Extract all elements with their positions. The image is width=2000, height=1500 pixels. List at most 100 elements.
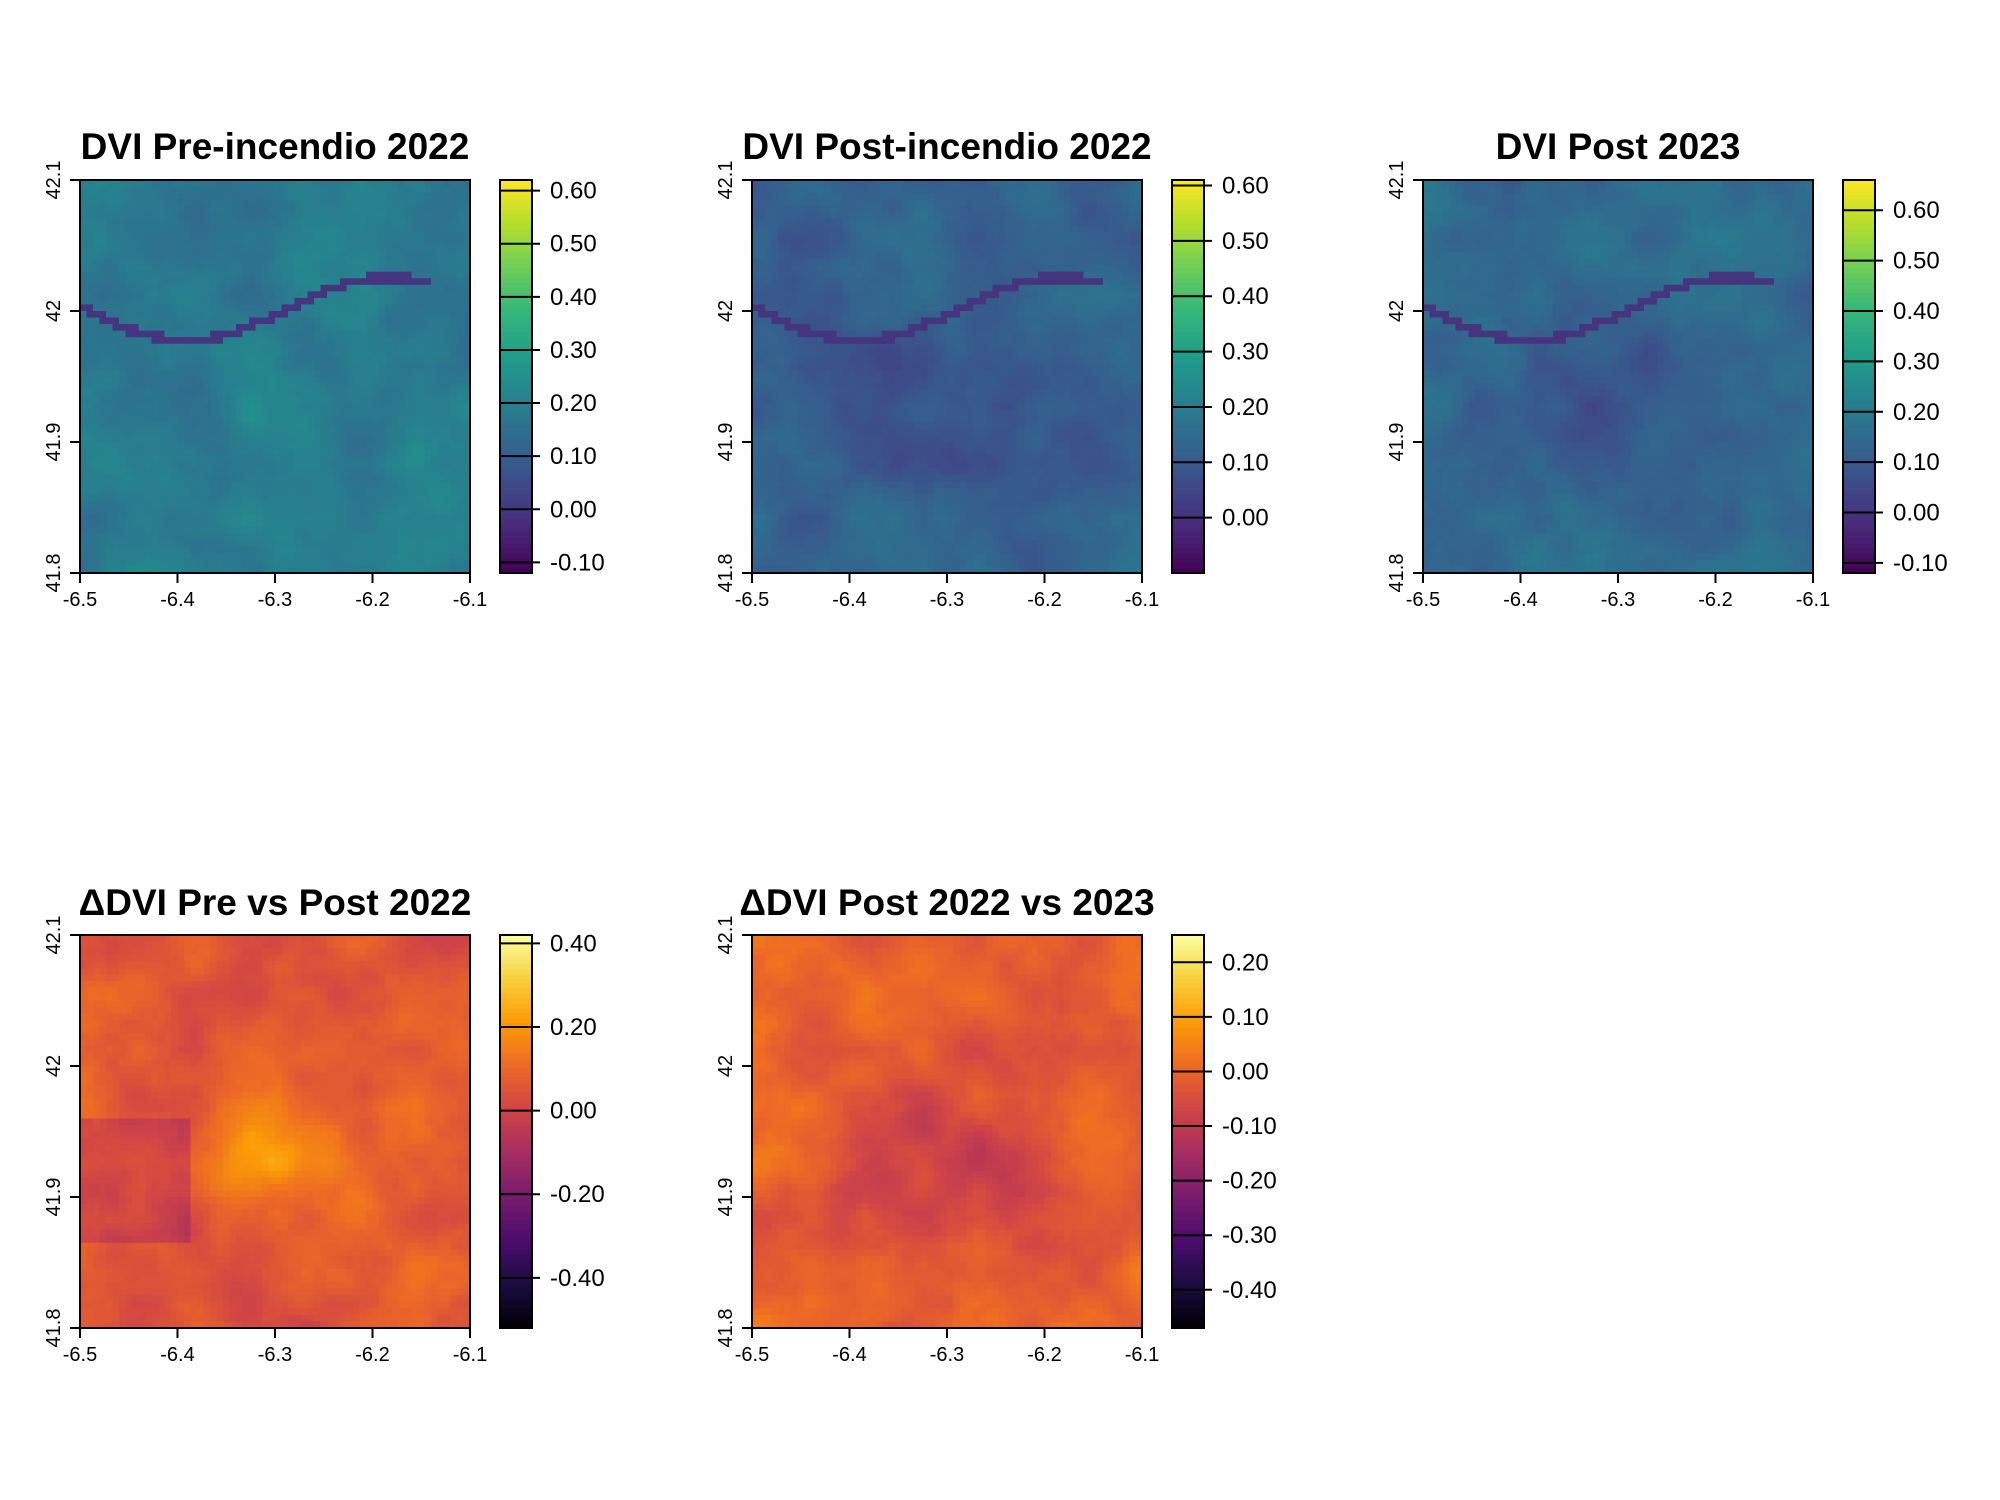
colorbar-tick-label: 0.00	[1893, 500, 1940, 527]
y-tick-label: 42	[1386, 300, 1408, 322]
y-tick-label: 41.9	[43, 423, 65, 462]
y-tick-label: 42	[715, 1055, 737, 1077]
colorbar-tick-label: 0.20	[1222, 394, 1269, 421]
colorbar-tick-label: 0.40	[1893, 298, 1940, 325]
x-tick-label: -6.1	[453, 589, 487, 611]
x-tick-label: -6.3	[930, 589, 964, 611]
panel-title: ΔDVI Post 2022 vs 2023	[739, 882, 1154, 923]
x-tick-label: -6.3	[1601, 589, 1635, 611]
colorbar-tick-label: 0.60	[1222, 173, 1269, 200]
x-tick-label: -6.3	[258, 1344, 292, 1366]
x-tick-label: -6.2	[1027, 589, 1061, 611]
colorbar-tick-label: -0.20	[550, 1181, 605, 1208]
x-tick-label: -6.5	[735, 589, 769, 611]
y-tick-label: 41.8	[715, 1309, 737, 1348]
x-tick-label: -6.4	[1503, 589, 1537, 611]
colorbar-tick-label: 0.30	[1222, 339, 1269, 366]
colorbar-tick-label: 0.00	[1222, 1058, 1269, 1085]
y-tick-label: 42	[715, 300, 737, 322]
raster	[752, 180, 1143, 574]
y-tick-label: 42	[43, 300, 65, 322]
panel-title: DVI Post-incendio 2022	[742, 126, 1151, 167]
y-tick-label: 41.8	[43, 1309, 65, 1348]
raster	[1423, 180, 1814, 574]
colorbar-tick-label: 0.60	[550, 178, 597, 205]
panel-1: DVI Pre-incendio 2022 -6.5 -6.4 -6.3 -6.2 -6.…	[43, 126, 605, 611]
colorbar: 0.40 0.20 0.00 -0.20 -0.40	[500, 930, 605, 1328]
y-tick-label: 41.9	[715, 1178, 737, 1217]
x-tick-label: -6.2	[355, 1344, 389, 1366]
colorbar-tick-label: 0.50	[1222, 228, 1269, 255]
panel-title: ΔDVI Pre vs Post 2022	[79, 882, 472, 923]
y-tick-label: 42.1	[43, 161, 65, 200]
colorbar-tick-label: 0.00	[550, 496, 597, 523]
raster	[80, 180, 471, 574]
colorbar-tick-label: 0.40	[550, 930, 597, 957]
x-tick-label: -6.2	[355, 589, 389, 611]
colorbar: 0.60 0.50 0.40 0.30 0.20 0.10 0.00 -0.10	[1843, 180, 1948, 577]
x-tick-label: -6.3	[258, 589, 292, 611]
x-tick-label: -6.5	[735, 1344, 769, 1366]
x-tick-label: -6.5	[63, 589, 97, 611]
y-tick-label: 42.1	[715, 916, 737, 955]
panel-title: DVI Pre-incendio 2022	[81, 126, 470, 167]
y-tick-label: 41.8	[715, 554, 737, 593]
colorbar-tick-label: 0.20	[1222, 949, 1269, 976]
x-tick-label: -6.2	[1027, 1344, 1061, 1366]
colorbar-tick-label: 0.50	[550, 231, 597, 258]
colorbar-tick-label: 0.30	[1893, 348, 1940, 375]
colorbar-tick-label: -0.10	[550, 549, 605, 576]
y-tick-label: 42.1	[43, 916, 65, 955]
x-tick-label: -6.1	[1125, 589, 1159, 611]
y-tick-label: 41.9	[43, 1178, 65, 1217]
colorbar-tick-label: -0.10	[1893, 550, 1948, 577]
colorbar-tick-label: 0.30	[550, 337, 597, 364]
x-tick-label: -6.2	[1698, 589, 1732, 611]
colorbar-tick-label: 0.00	[1222, 505, 1269, 532]
colorbar-tick-label: 0.10	[550, 443, 597, 470]
colorbar-tick-label: 0.20	[550, 1014, 597, 1041]
colorbar-tick-label: -0.20	[1222, 1168, 1277, 1195]
x-tick-label: -6.5	[1406, 589, 1440, 611]
colorbar-tick-label: 0.10	[1893, 449, 1940, 476]
x-tick-label: -6.4	[160, 589, 194, 611]
colorbar: 0.60 0.50 0.40 0.30 0.20 0.10 0.00 -0.10	[500, 178, 605, 577]
colorbar-tick-label: 0.40	[1222, 283, 1269, 310]
colorbar-tick-label: -0.10	[1222, 1113, 1277, 1140]
panel-2: DVI Post-incendio 2022 -6.5 -6.4 -6.3 -6.2 -6…	[715, 126, 1269, 611]
raster	[752, 935, 1143, 1329]
colorbar-tick-label: 0.20	[550, 390, 597, 417]
panel-title: DVI Post 2023	[1496, 126, 1741, 167]
colorbar-tick-label: 0.20	[1893, 399, 1940, 426]
colorbar-tick-label: 0.50	[1893, 248, 1940, 275]
colorbar: 0.200.100.00-0.10-0.20-0.30-0.40	[1172, 935, 1277, 1329]
panel-3: DVI Post 2023 -6.5 -6.4 -6.3 -6.2 -6.1 41.8 41.…	[1386, 126, 1948, 611]
colorbar-tick-label: -0.30	[1222, 1222, 1277, 1249]
y-tick-label: 42.1	[715, 161, 737, 200]
colorbar-tick-label: 0.00	[550, 1098, 597, 1125]
y-tick-label: 42.1	[1386, 161, 1408, 200]
y-tick-label: 42	[43, 1055, 65, 1077]
raster	[80, 935, 471, 1329]
colorbar-tick-label: 0.10	[1222, 1004, 1269, 1031]
y-tick-label: 41.8	[1386, 554, 1408, 593]
colorbar-tick-label: 0.60	[1893, 197, 1940, 224]
x-tick-label: -6.1	[1796, 589, 1830, 611]
colorbar-tick-label: 0.40	[550, 284, 597, 311]
y-tick-label: 41.9	[715, 423, 737, 462]
y-tick-label: 41.8	[43, 554, 65, 593]
panel-5: ΔDVI Post 2022 vs 2023 -6.5 -6.4 -6.3 -6.2 -6…	[715, 882, 1277, 1366]
colorbar-tick-label: 0.10	[1222, 449, 1269, 476]
x-tick-label: -6.5	[63, 1344, 97, 1366]
panel-4: ΔDVI Pre vs Post 2022 -6.5 -6.4 -6.3 -6.2 -6.…	[43, 882, 605, 1366]
x-tick-label: -6.4	[160, 1344, 194, 1366]
x-tick-label: -6.3	[930, 1344, 964, 1366]
x-tick-label: -6.4	[832, 1344, 866, 1366]
colorbar-tick-label: -0.40	[550, 1265, 605, 1292]
colorbar: 0.60 0.50 0.40 0.30 0.20 0.10 0.00	[1172, 173, 1269, 574]
x-tick-label: -6.1	[1125, 1344, 1159, 1366]
y-tick-label: 41.9	[1386, 423, 1408, 462]
x-tick-label: -6.1	[453, 1344, 487, 1366]
x-tick-label: -6.4	[832, 589, 866, 611]
